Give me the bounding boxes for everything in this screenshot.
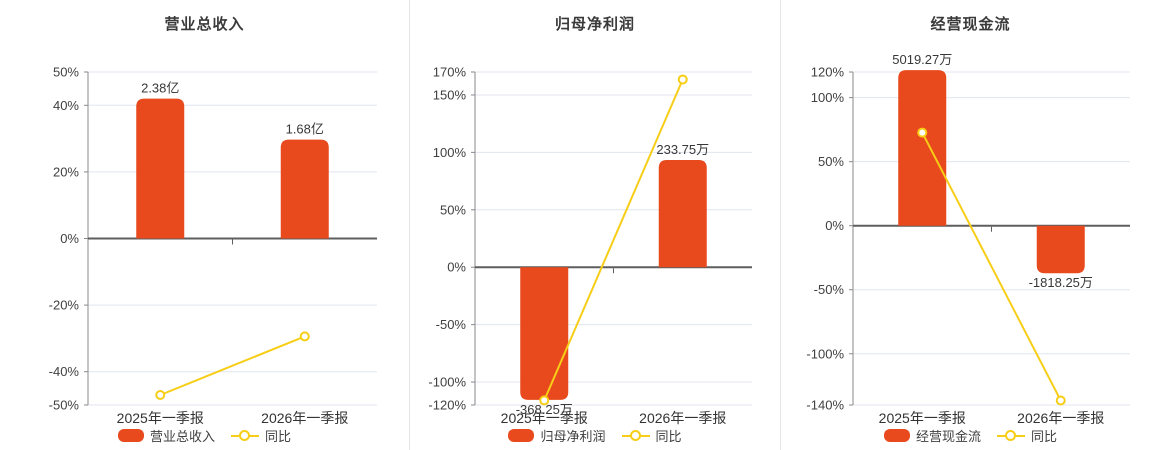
bar-2026-q1[interactable] <box>658 159 707 268</box>
legend-label: 同比 <box>655 429 682 444</box>
line-marker-icon <box>231 429 259 442</box>
bar-value-label: -368.25万 <box>516 402 573 417</box>
category-label: 2026年一季报 <box>261 410 348 426</box>
chart-panel-operating-cash-flow: 经营现金流 120% 100% 50% 0% -50% -100% -140% 5019.27… <box>780 0 1160 450</box>
yoy-trend-line <box>543 79 684 401</box>
line-point-2025-q1[interactable] <box>539 395 550 406</box>
bar-2026-q1[interactable] <box>280 139 329 239</box>
y-tick-label: 170% <box>433 65 467 80</box>
legend-item-bar-series[interactable]: 营业总收入 <box>117 426 215 445</box>
bar-value-label: -1818.25万 <box>1029 275 1093 290</box>
legend-item-line-series[interactable]: 同比 <box>997 426 1057 445</box>
y-tick-label: 100% <box>811 90 845 105</box>
line-point-2026-q1[interactable] <box>677 74 688 85</box>
line-point-2026-q1[interactable] <box>299 331 310 342</box>
y-tick-label: -20% <box>49 298 80 313</box>
legend-label: 营业总收入 <box>149 429 215 444</box>
legend-item-line-series[interactable]: 同比 <box>621 426 682 445</box>
chart-legend: 经营现金流 同比 <box>781 427 1160 444</box>
chart-title: 经营现金流 <box>930 16 1011 33</box>
y-tick-label: 100% <box>433 145 467 160</box>
bar-2025-q1[interactable] <box>520 267 569 400</box>
y-tick-label: -50% <box>49 398 80 413</box>
chart-legend: 归母净利润 同比 <box>410 427 780 444</box>
bar-swatch-icon <box>883 429 910 442</box>
bar-swatch-icon <box>117 429 144 442</box>
chart-panel-operating-revenue: 营业总收入 50% 40% 20% 0% -20% -40% -50% 2.38亿 1.68亿 2… <box>0 0 409 450</box>
y-tick-label: 50% <box>440 202 466 217</box>
category-label: 2025年一季报 <box>117 410 204 426</box>
line-point-2025-q1[interactable] <box>155 390 166 401</box>
yoy-trend-line <box>921 132 1062 401</box>
y-tick-label: -50% <box>814 282 845 297</box>
category-label: 2026年一季报 <box>639 410 726 426</box>
chart-title: 营业总收入 <box>164 16 245 33</box>
y-tick-label: -100% <box>806 346 844 361</box>
y-tick-label: 20% <box>53 164 79 179</box>
bar-value-label: 233.75万 <box>656 142 709 157</box>
revenue-chart-canvas: 50% 40% 20% 0% -20% -40% -50% 2.38亿 1.68亿 2025年一季… <box>49 65 377 426</box>
chart-title: 归母净利润 <box>554 16 635 33</box>
y-tick-label: 0% <box>825 218 844 233</box>
y-tick-label: 50% <box>818 154 844 169</box>
y-tick-label: -120% <box>428 398 466 413</box>
line-point-2025-q1[interactable] <box>917 127 928 138</box>
legend-label: 同比 <box>265 429 292 444</box>
y-tick-label: -100% <box>428 375 466 390</box>
y-tick-label: 40% <box>53 98 79 113</box>
cash-flow-chart-canvas: 120% 100% 50% 0% -50% -100% -140% 5019.27万 -1818… <box>806 52 1130 426</box>
y-tick-label: -140% <box>806 398 844 413</box>
net-profit-chart-canvas: 170%150%100%50%0%-50%-100%-120% -368.25万2… <box>428 65 752 426</box>
category-label: 2025年一季报 <box>501 410 588 426</box>
bar-2026-q1[interactable] <box>1036 225 1085 274</box>
y-tick-label: 50% <box>53 65 79 80</box>
y-tick-label: 0% <box>60 231 79 246</box>
category-label: 2025年一季报 <box>879 410 966 426</box>
bar-swatch-icon <box>508 429 535 442</box>
line-marker-icon <box>621 429 650 442</box>
yoy-trend-line <box>159 335 306 396</box>
line-marker-icon <box>997 429 1025 442</box>
bar-2025-q1[interactable] <box>136 98 185 239</box>
category-label: 2026年一季报 <box>1017 410 1104 426</box>
y-tick-label: 120% <box>811 65 845 80</box>
legend-label: 经营现金流 <box>915 429 981 444</box>
bar-value-label: 1.68亿 <box>286 122 324 137</box>
legend-item-line-series[interactable]: 同比 <box>231 426 291 445</box>
bar-value-label: 5019.27万 <box>892 52 952 67</box>
y-tick-label: -50% <box>436 317 467 332</box>
legend-item-bar-series[interactable]: 经营现金流 <box>883 426 981 445</box>
y-tick-label: -40% <box>49 364 80 379</box>
chart-panel-net-profit: 归母净利润 170% 150% 100% 50% 0% -50% -100% -120% -36… <box>409 0 780 450</box>
bar-value-label: 2.38亿 <box>141 81 179 96</box>
y-tick-label: 150% <box>433 87 467 102</box>
legend-label: 同比 <box>1031 429 1058 444</box>
legend-label: 归母净利润 <box>540 429 606 444</box>
line-point-2026-q1[interactable] <box>1055 395 1066 406</box>
y-tick-label: 0% <box>447 260 466 275</box>
legend-item-bar-series[interactable]: 归母净利润 <box>508 426 606 445</box>
chart-legend: 营业总收入 同比 <box>0 427 409 444</box>
bar-2025-q1[interactable] <box>898 70 947 226</box>
